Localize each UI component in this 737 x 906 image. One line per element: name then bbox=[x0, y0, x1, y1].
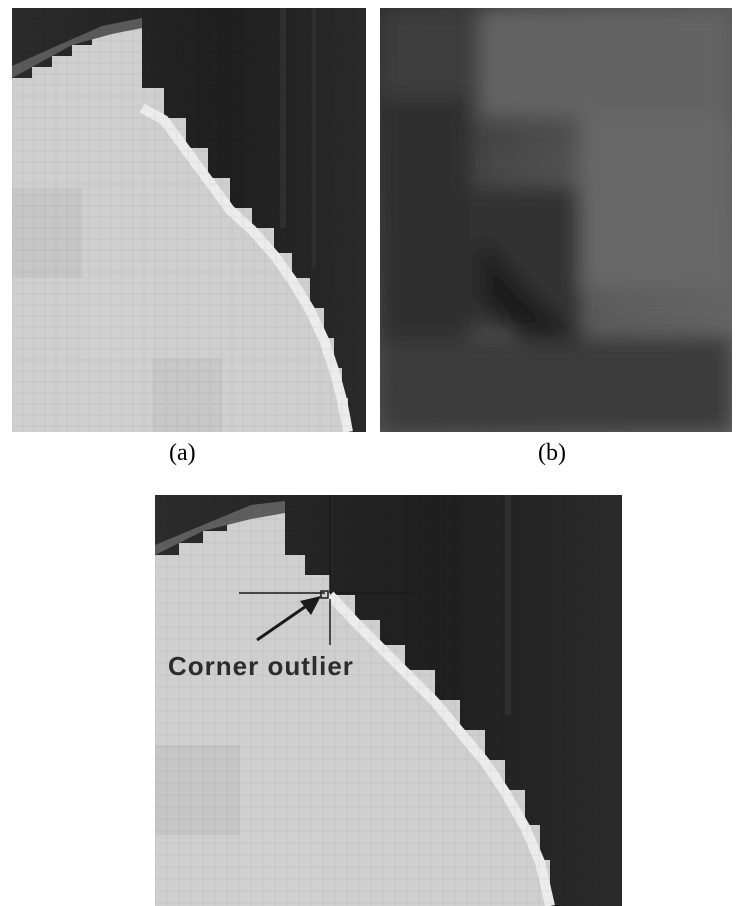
panel-b-image bbox=[380, 8, 732, 432]
caption-b: (b) bbox=[538, 440, 566, 466]
caption-a: (a) bbox=[169, 440, 196, 466]
panel-c-pixel-canvas bbox=[155, 495, 622, 906]
corner-outlier-label: Corner outlier bbox=[168, 651, 354, 681]
panel-a-image bbox=[12, 8, 366, 432]
corner-outlier-marker bbox=[320, 590, 329, 599]
panel-b-pixel-canvas bbox=[380, 8, 732, 432]
panel-a-pixel-canvas bbox=[12, 8, 366, 432]
panel-c-image bbox=[155, 495, 622, 906]
annotation-arrow-head bbox=[300, 596, 321, 615]
